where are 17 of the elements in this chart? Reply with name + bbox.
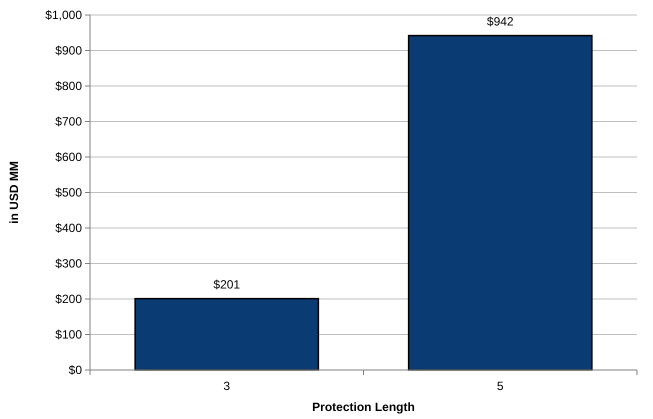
x-axis-title: Protection Length — [312, 400, 415, 414]
data-label: $201 — [213, 278, 240, 292]
y-tick-label: $300 — [55, 256, 82, 271]
y-tick-label: $200 — [55, 292, 82, 306]
y-tick-label: $100 — [55, 328, 82, 342]
y-tick-label: $0 — [68, 363, 82, 378]
x-tick-label: 5 — [496, 379, 504, 393]
y-tick-label: $1,000 — [45, 8, 82, 22]
y-tick-label: $700 — [55, 114, 82, 129]
y-tick-label: $600 — [55, 150, 82, 164]
y-tick-label: $900 — [55, 44, 82, 58]
y-tick-label: $400 — [55, 221, 82, 236]
y-tick-label: $500 — [55, 186, 82, 200]
x-tick-label: 3 — [223, 379, 230, 393]
y-tick-label: $800 — [55, 79, 82, 94]
y-axis-title: in USD MM — [7, 161, 21, 224]
data-label: $942 — [486, 14, 514, 29]
